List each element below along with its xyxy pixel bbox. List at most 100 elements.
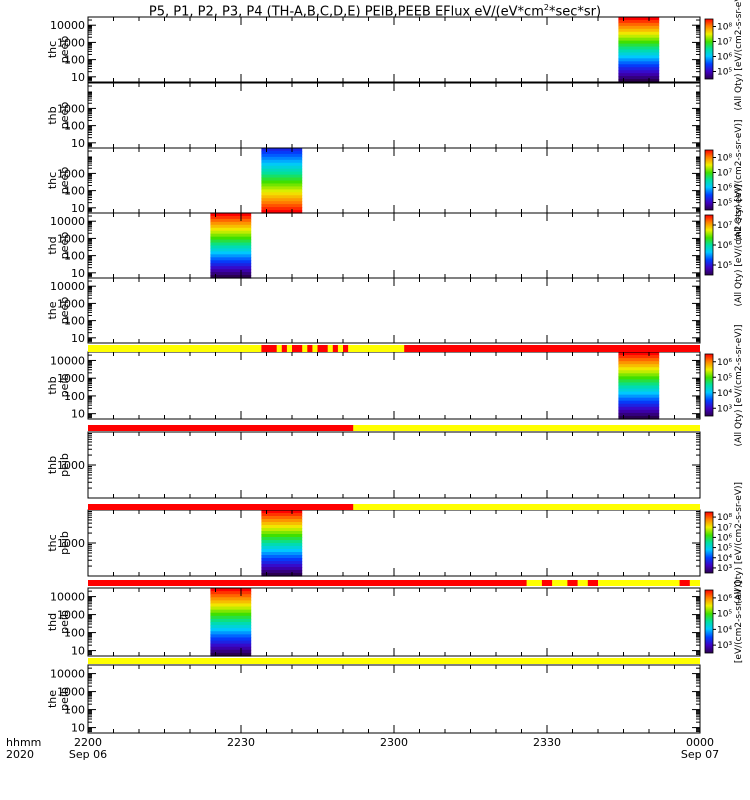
spectrogram-cell [261,177,303,182]
spectrogram-cell [210,618,252,623]
panel-1: 10 100 1000 10000 thcpeeb 10⁵ 10⁶ 10⁷ 10⁸ (All Qt… [46,0,744,111]
spectrogram-cell [261,519,303,523]
spectrogram-cell [618,406,660,411]
spectrogram-cell [618,61,660,65]
panel-5: 10 100 1000 10000 thepeeb [46,277,701,345]
colorbar-tick-label: 10⁶ [717,241,732,251]
spectrogram-cell [210,224,252,229]
spectrogram-cell [261,570,303,574]
colorbar-tick-label: 10³ [717,641,732,651]
spectrogram-cell [618,409,660,414]
colorbar-tick-label: 10³ [717,564,732,574]
panel-label: thepeeb [46,297,71,325]
spectrogram-cell [261,201,303,205]
mode-bar-segment [307,345,313,352]
spectrogram-cell [261,510,303,514]
spectrogram-cell [261,153,303,158]
colorbar [704,353,714,417]
panel-label-probe: thc [46,172,59,189]
colorbar-tick-label: 10⁶ [717,53,732,63]
y-tick-label: 10000 [50,591,85,604]
spectrogram-cell [618,355,660,359]
panel-frame [87,82,701,149]
panel-label-probe: the [46,301,59,319]
spectrogram-cell [618,403,660,408]
colorbar-tick-label: 10⁵ [717,373,732,383]
colorbar-tick-label: 10⁶ [717,184,732,194]
spectrogram-cell [210,609,252,614]
spectrogram-cell [210,631,252,635]
spectrogram-cell [210,215,252,220]
mode-bar [88,425,700,431]
spectrogram-cell [261,534,303,538]
mode-bar-segment [281,345,287,352]
spectrogram-cell [618,367,660,371]
colorbar-tick-label: 10⁵ [717,68,732,78]
spectrogram-cell [618,352,660,356]
spectrogram-cell [210,649,252,654]
spectrogram-cell [618,67,660,71]
spectrogram-cell [618,19,660,24]
spectrogram-cell [618,385,660,390]
panel-label: thbpeib [46,453,71,477]
colorbar-tick-label: 10⁵ [717,261,732,271]
colorbar [704,589,714,654]
spectrogram-cell [210,239,252,244]
spectrogram-cell [210,588,252,592]
spectrogram-cell [261,180,303,185]
spectrogram-cell [261,564,303,568]
spectrogram-cell [618,52,660,57]
panel-label-instrument: peeb [58,232,71,260]
panel-frame [87,147,701,214]
y-tick-label: 1000 [57,372,85,385]
colorbar [704,18,714,80]
spectrogram-cell [210,612,252,617]
spectrogram-cell [261,546,303,550]
y-tick-label: 100 [64,390,85,403]
mode-bar-segment [404,345,700,352]
spectrogram-cell [261,531,303,535]
panel-label-instrument: peib [58,531,71,555]
spectrogram-cell [210,269,252,273]
y-tick-label: 10000 [50,354,85,367]
panel-frame [87,16,701,83]
spectrogram-cell [618,22,660,27]
mode-bar-segment [587,580,598,586]
panel-label: thdpeib [46,610,71,634]
spectrogram-cell [618,400,660,405]
title-superscript: 2 [543,3,549,12]
panel-label: thdpeeb [46,232,71,260]
x-tick-label: 0000 [686,736,714,749]
spectrogram-cell [210,213,252,217]
panel-frame [87,212,701,279]
y-tick-label: 100 [64,627,85,640]
spectrogram-cell [261,159,303,164]
spectrogram-cell [210,603,252,608]
spectrogram-cell [210,218,252,223]
spectrogram-cell [210,643,252,648]
spectrogram-cell [618,58,660,62]
y-tick-label: 10000 [50,668,85,681]
spectrogram-cell [261,210,303,214]
y-tick-label: 10 [71,137,85,150]
spectrogram-cell [618,34,660,39]
y-tick-label: 10 [71,71,85,84]
spectrogram-cell [261,207,303,211]
spectrogram-cell [618,376,660,381]
spectrogram-cell [618,31,660,36]
spectrogram-cell [210,221,252,226]
colorbar-label: (All Qty) [eV/(cm2-s-sr-eV)] [734,482,744,604]
spectrogram-cell [261,558,303,562]
spectrogram-cell [261,513,303,517]
spectrogram-cell [261,168,303,173]
y-tick-label: 100 [64,315,85,328]
colorbar-label: [eV/(cm2-s-sr-eV)] [734,581,744,663]
spectrogram-cell [261,189,303,193]
y-tick-label: 100 [64,54,85,67]
spectrogram-cell [261,528,303,532]
spectrogram-cell [618,37,660,42]
spectrogram-cell [261,204,303,208]
spectrogram-cell [261,174,303,179]
panel-label-probe: thb [46,456,59,474]
panel-9: 10 100 1000 10000 thdpeib 10³ 10⁴ 10⁵ 10⁶ [eV/(cm… [46,581,744,663]
